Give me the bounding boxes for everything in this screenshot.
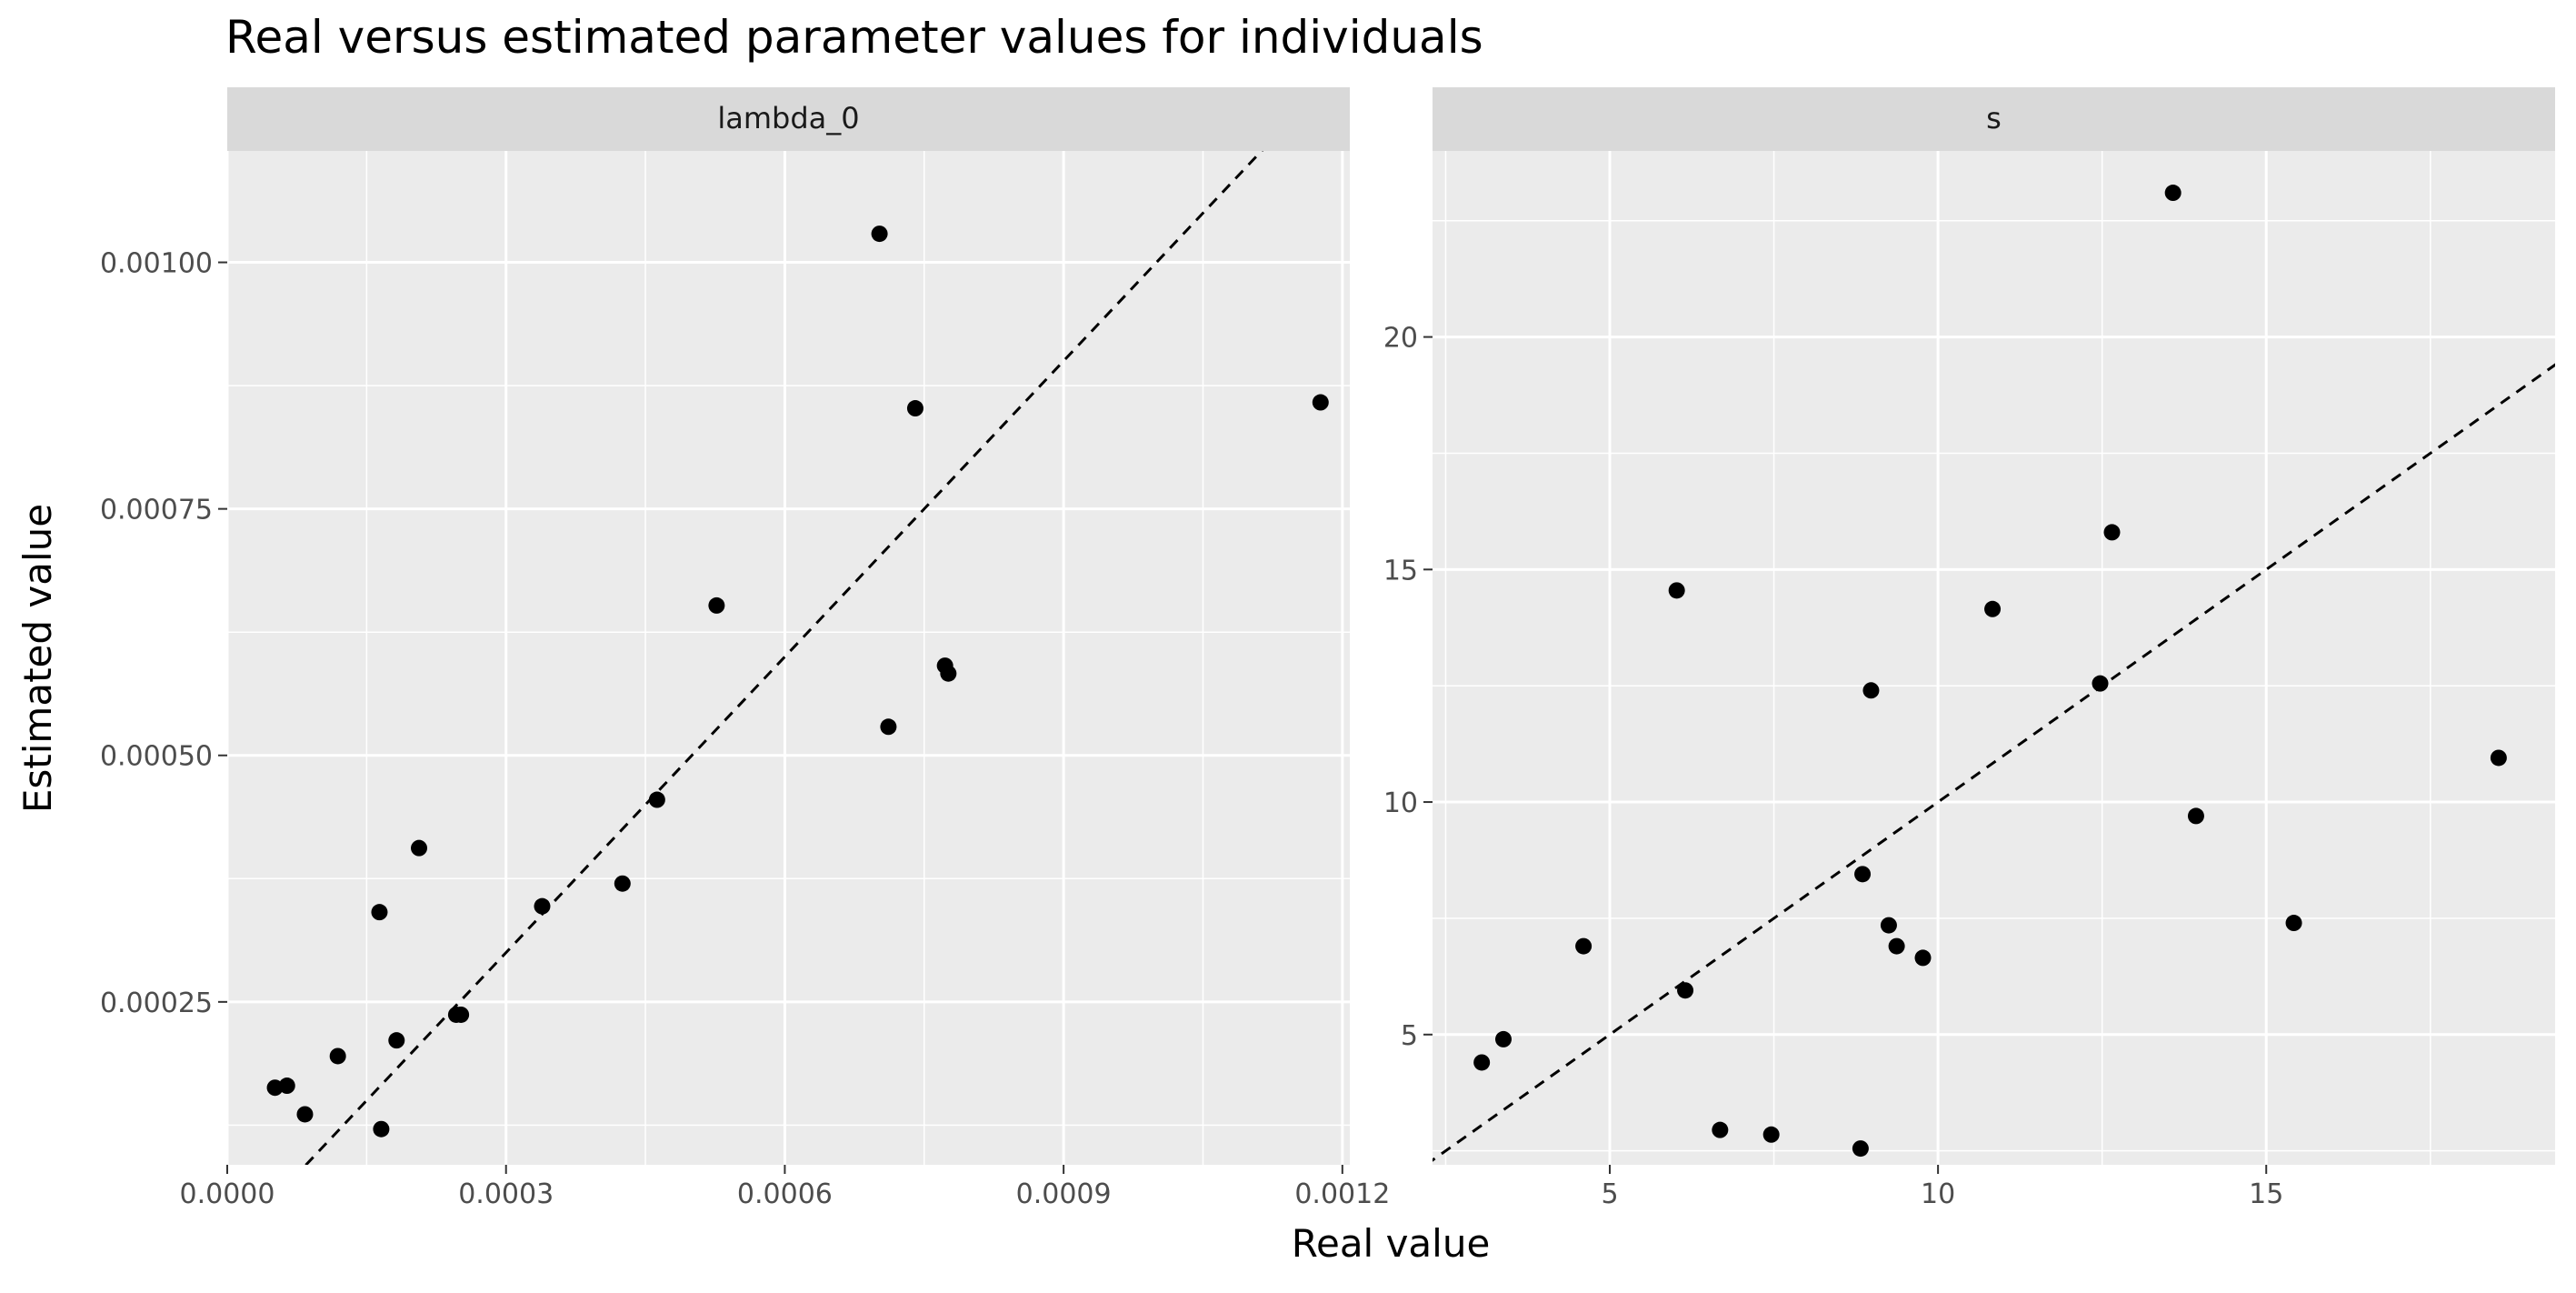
y-tick-label: 5 — [1401, 1020, 1418, 1052]
panel-strip-label: s — [1986, 101, 2002, 135]
x-axis: 5 10 15 — [1601, 1165, 2283, 1210]
x-tick-label: 5 — [1601, 1178, 1618, 1210]
data-point — [2490, 749, 2507, 767]
y-tick-label: 10 — [1383, 787, 1418, 819]
points-group — [266, 226, 1329, 1138]
data-point — [371, 904, 388, 921]
data-point — [1888, 937, 1905, 955]
x-axis-title: Real value — [1292, 1221, 1491, 1266]
x-tick-label: 15 — [2249, 1178, 2283, 1210]
panel-strip — [1433, 87, 2555, 151]
data-point — [708, 596, 725, 614]
data-point — [278, 1078, 295, 1095]
x-tick-label: 0.0003 — [458, 1178, 554, 1210]
data-point — [534, 897, 551, 915]
data-point — [1852, 1140, 1869, 1158]
panel-s: s 5 10 15 5 10 15 20 — [1383, 87, 2555, 1210]
y-tick-label: 15 — [1383, 555, 1418, 586]
data-point — [1312, 394, 1329, 411]
data-point — [1668, 582, 1685, 599]
data-point — [1495, 1030, 1512, 1047]
data-point — [1854, 866, 1872, 883]
data-point — [2092, 675, 2109, 692]
reference-line-y-equals-x — [1433, 363, 2555, 1162]
data-point — [648, 791, 665, 808]
data-point — [373, 1120, 390, 1138]
y-axis: 5 10 15 20 — [1383, 323, 1433, 1052]
data-point — [1712, 1121, 1729, 1138]
reference-line-y-equals-x — [304, 151, 1263, 1165]
panel-grid — [1433, 151, 2555, 1165]
data-point — [2164, 185, 2182, 202]
data-point — [871, 226, 888, 243]
y-axis: 0.00025 0.00050 0.00075 0.00100 — [100, 248, 227, 1019]
data-point — [1677, 982, 1694, 999]
panel-background — [1433, 151, 2555, 1165]
data-point — [1984, 600, 2002, 617]
panel-background — [227, 151, 1350, 1165]
y-axis-title: Estimated value — [15, 504, 60, 813]
data-point — [2187, 807, 2204, 825]
x-tick-label: 0.0000 — [180, 1178, 275, 1210]
x-axis: 0.0000 0.0003 0.0006 0.0009 0.0012 — [180, 1165, 1390, 1210]
y-tick-label: 0.00050 — [100, 741, 213, 773]
data-point — [880, 718, 897, 736]
panel-strip-label: lambda_0 — [717, 101, 859, 135]
data-point — [906, 400, 924, 417]
x-tick-label: 0.0012 — [1294, 1178, 1390, 1210]
x-tick-label: 0.0009 — [1016, 1178, 1112, 1210]
y-tick-label: 0.00100 — [100, 248, 213, 280]
data-point — [453, 1006, 470, 1023]
data-point — [1914, 949, 1932, 967]
data-point — [388, 1032, 405, 1049]
data-point — [1473, 1054, 1491, 1071]
x-tick-label: 10 — [1921, 1178, 1955, 1210]
points-group — [1473, 185, 2507, 1158]
data-point — [1762, 1126, 1780, 1143]
y-tick-label: 0.00025 — [100, 987, 213, 1019]
data-point — [411, 839, 428, 857]
data-point — [1575, 937, 1593, 955]
panel-lambda-0: lambda_0 0.0000 0.0003 0.0006 0.0009 0.0012 … — [100, 87, 1390, 1210]
x-tick-label: 0.0006 — [737, 1178, 833, 1210]
panel-strip — [227, 87, 1350, 151]
data-point — [2285, 915, 2302, 932]
data-point — [296, 1106, 314, 1123]
y-tick-label: 20 — [1383, 323, 1418, 355]
data-point — [940, 665, 957, 682]
y-tick-label: 0.00075 — [100, 495, 213, 526]
data-point — [329, 1047, 346, 1065]
chart-title: Real versus estimated parameter values f… — [225, 11, 1483, 64]
data-point — [614, 875, 631, 892]
reference-line-group — [304, 151, 1263, 1165]
reference-line-group — [1433, 363, 2555, 1162]
data-point — [1880, 917, 1897, 934]
data-point — [1862, 682, 1880, 699]
data-point — [2103, 524, 2121, 541]
